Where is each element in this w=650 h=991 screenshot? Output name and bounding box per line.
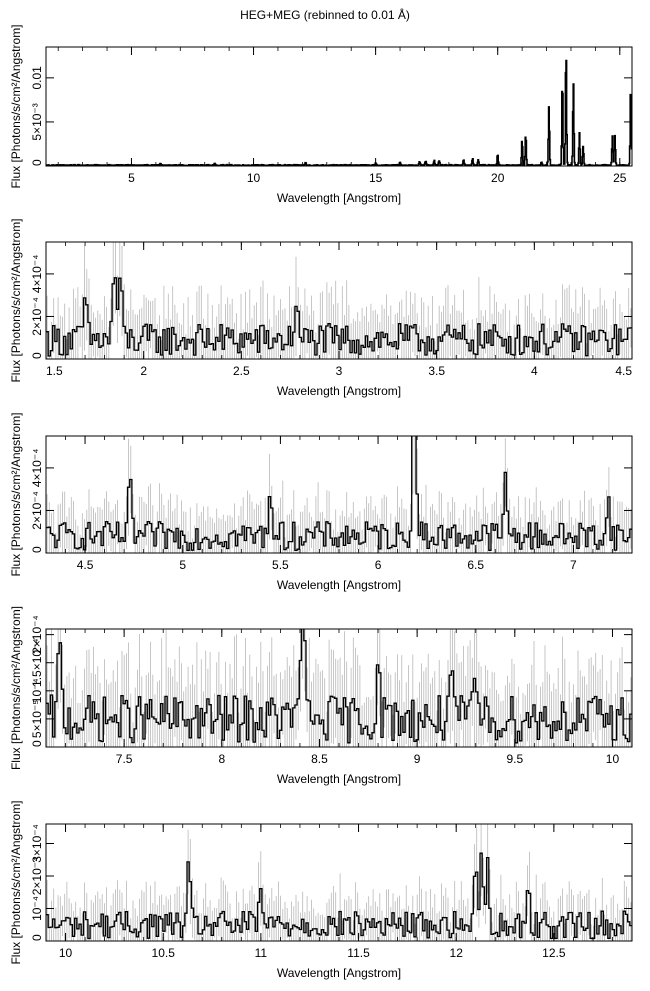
x-tick-label: 10 <box>606 752 620 766</box>
x-tick-label: 4.5 <box>615 364 632 378</box>
y-tick-label: 0 <box>30 159 44 166</box>
panel-3-spectrum-line <box>46 436 632 552</box>
x-tick-label: 8 <box>218 752 225 766</box>
x-tick-label: 11 <box>255 946 268 960</box>
panel-2-data <box>46 242 632 359</box>
x-tick-label: 10 <box>59 946 73 960</box>
x-tick-label: 20 <box>491 171 505 185</box>
y-tick-label: 0 <box>30 740 44 747</box>
y-tick-label: 5×10⁻³ <box>30 103 44 140</box>
x-tick-label: 3 <box>336 364 343 378</box>
panel-2-x-axis-label: Wavelength [Angstrom] <box>277 384 401 398</box>
x-tick-label: 10.5 <box>152 946 176 960</box>
panel-1-frame <box>45 46 633 167</box>
x-tick-label: 11.5 <box>347 946 370 960</box>
figure-title: HEG+MEG (rebinned to 0.01 Å) <box>240 8 410 22</box>
y-tick-label: 4×10⁻⁴ <box>30 449 44 488</box>
y-tick-label: 0.01 <box>30 66 44 90</box>
panel-5-x-axis-label: Wavelength [Angstrom] <box>277 966 401 980</box>
x-tick-label: 3.5 <box>428 364 445 378</box>
x-tick-label: 5.5 <box>272 558 289 572</box>
x-tick-label: 5 <box>179 558 186 572</box>
panel-5: 10 10.5 11 11.5 12 12.5 0 10⁻⁴2×10⁻⁴3×10⁻⁴ Wavel… <box>9 800 633 980</box>
x-tick-label: 4 <box>531 364 538 378</box>
panel-5-y-axis-label: Flux [Photons/s/cm²/Angstrom] <box>9 800 23 964</box>
panel-4-data <box>46 629 632 747</box>
y-tick-label: 1.5×10⁻⁴ <box>30 638 44 687</box>
panel-4-x-axis-label: Wavelength [Angstrom] <box>277 772 401 786</box>
y-tick-label: 4×10⁻⁴ <box>30 255 44 294</box>
panel-4: 7.5 8 8.5 9 9.5 10 0 5×10⁻⁵10⁻⁴1.5×10⁻⁴2×10⁻⁴ Wa… <box>9 606 633 786</box>
x-tick-label: 9.5 <box>506 752 523 766</box>
y-tick-label: 0 <box>30 546 44 553</box>
panel-3-data <box>46 436 632 553</box>
x-tick-label: 25 <box>613 171 627 185</box>
x-tick-label: 10 <box>247 171 261 185</box>
panel-2: 1.5 2 2.5 3 3.5 4 4.5 0 2×10⁻⁴ 4×10⁻⁴ Wavelength [… <box>9 218 633 398</box>
panel-3-y-axis-label: Flux [Photons/s/cm²/Angstrom] <box>9 412 23 576</box>
y-tick-label: 2×10⁻⁴ <box>30 297 44 336</box>
y-tick-label: 0 <box>30 352 44 359</box>
x-tick-label: 6.5 <box>467 558 484 572</box>
panel-1-x-axis-label: Wavelength [Angstrom] <box>277 191 401 205</box>
x-tick-label: 4.5 <box>77 558 94 572</box>
x-tick-label: 12.5 <box>542 946 566 960</box>
panel-3: 4.5 5 5.5 6 6.5 7 0 2×10⁻⁴ 4×10⁻⁴ Wavelength [Ang… <box>9 412 633 592</box>
panel-3-x-axis-label: Wavelength [Angstrom] <box>277 578 401 592</box>
y-tick-label: 2×10⁻⁴ <box>30 857 44 896</box>
y-tick-label: 3×10⁻⁴ <box>30 824 44 863</box>
y-tick-label: 5×10⁻⁵ <box>30 700 44 738</box>
x-tick-label: 5 <box>128 171 135 185</box>
panel-4-y-axis-label: Flux [Photons/s/cm²/Angstrom] <box>9 606 23 770</box>
x-tick-label: 8.5 <box>311 752 328 766</box>
y-tick-label: 2×10⁻⁴ <box>30 491 44 530</box>
panel-1-data <box>46 59 632 166</box>
x-tick-label: 15 <box>369 171 383 185</box>
panel-1-y-axis-label: Flux [Photons/s/cm²/Angstrom] <box>9 24 23 188</box>
panel-4-spectrum-line <box>46 629 632 744</box>
y-tick-label: 0 <box>30 934 44 941</box>
panel-2-spectrum-line <box>46 277 632 357</box>
panel-1: 5 10 15 20 25 0 5×10⁻³ 0.01 Wavelength [Angstrom… <box>9 24 633 205</box>
panel-5-data <box>46 824 632 941</box>
y-tick-label: 10⁻⁴ <box>30 678 44 703</box>
panel-1-spectrum-line <box>46 59 632 166</box>
x-tick-label: 9 <box>414 752 421 766</box>
y-tick-label: 10⁻⁴ <box>30 896 44 921</box>
x-tick-label: 12 <box>450 946 464 960</box>
x-tick-label: 2 <box>140 364 147 378</box>
x-tick-label: 1.5 <box>46 364 63 378</box>
panel-2-y-axis-label: Flux [Photons/s/cm²/Angstrom] <box>9 218 23 382</box>
panel-5-spectrum-line <box>46 852 632 940</box>
x-tick-label: 7 <box>570 558 577 572</box>
x-tick-label: 6 <box>375 558 382 572</box>
x-tick-label: 2.5 <box>233 364 250 378</box>
y-tick-label: 2×10⁻⁴ <box>30 615 44 654</box>
x-tick-label: 7.5 <box>116 752 133 766</box>
